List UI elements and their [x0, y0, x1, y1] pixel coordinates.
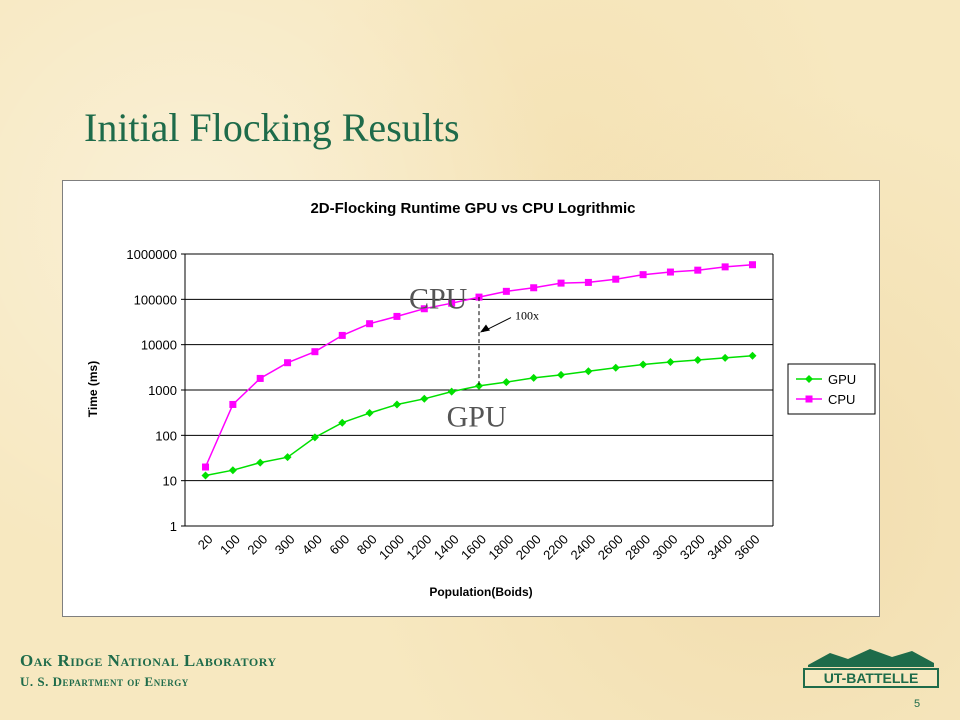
- legend-gpu-marker: [805, 375, 813, 383]
- y-tick-label: 100: [155, 428, 177, 443]
- chart-svg: 2D-Flocking Runtime GPU vs CPU Logrithmi…: [86, 200, 876, 599]
- cpu-point: [584, 278, 592, 286]
- x-tick-label: 300: [272, 532, 298, 558]
- x-tick-label: 2200: [540, 532, 571, 563]
- gpu-point: [338, 418, 347, 427]
- gpu-point: [557, 370, 566, 379]
- gpu-point: [201, 471, 210, 480]
- x-tick-label: 800: [354, 532, 380, 558]
- cpu-point: [393, 312, 401, 320]
- gpu-point: [283, 453, 292, 462]
- gpu-point: [310, 433, 319, 442]
- gpu-point: [475, 381, 483, 390]
- x-axis-label: Population(Boids): [429, 585, 532, 599]
- legend-cpu-label: CPU: [828, 392, 855, 407]
- cpu-point: [366, 320, 374, 328]
- x-tick-label: 200: [244, 532, 270, 558]
- cpu-point: [475, 293, 483, 301]
- legend-gpu-label: GPU: [828, 372, 856, 387]
- gpu-point: [256, 458, 265, 467]
- gpu-annotation: GPU: [447, 401, 507, 434]
- x-tick-label: 2600: [595, 532, 626, 563]
- cpu-point: [338, 331, 346, 339]
- gpu-point: [502, 378, 511, 387]
- x-tick-label: 2000: [513, 532, 544, 563]
- gpu-point: [611, 363, 620, 372]
- gpu-point: [666, 357, 675, 366]
- ut-battelle-logo: UT-BATTELLE: [803, 649, 939, 688]
- x-tick-label: 1400: [431, 532, 462, 563]
- y-tick-label: 1: [170, 519, 177, 534]
- y-tick-label: 10000: [141, 338, 177, 353]
- gpu-point: [365, 409, 374, 418]
- ratio-annotation: 100x: [515, 309, 539, 323]
- y-axis-label: Time (ms): [86, 361, 100, 417]
- y-tick-label: 10: [163, 474, 177, 489]
- chart-frame: 2D-Flocking Runtime GPU vs CPU Logrithmi…: [62, 180, 880, 617]
- logo-text: UT-BATTELLE: [824, 670, 919, 686]
- gpu-point: [447, 387, 456, 396]
- x-tick-label: 600: [326, 532, 352, 558]
- x-tick-label: 2800: [622, 532, 653, 563]
- gpu-point: [748, 351, 757, 360]
- cpu-point: [202, 463, 210, 471]
- x-tick-label: 1800: [485, 532, 516, 563]
- cpu-point: [639, 271, 647, 279]
- page-number: 5: [914, 698, 921, 710]
- y-tick-label: 1000: [148, 383, 177, 398]
- gpu-point: [228, 466, 237, 475]
- footer-lab-name: Oak Ridge National Laboratory U. S. Depa…: [20, 650, 277, 690]
- cpu-point: [748, 261, 756, 269]
- y-tick-label: 100000: [134, 292, 177, 307]
- x-tick-label: 1200: [403, 532, 434, 563]
- gpu-point: [639, 360, 648, 369]
- cpu-point: [612, 275, 620, 283]
- cpu-point: [284, 359, 292, 367]
- cpu-point: [229, 400, 237, 408]
- gpu-point: [392, 400, 401, 409]
- cpu-point: [666, 268, 674, 276]
- gpu-point: [529, 373, 538, 382]
- legend-cpu-marker: [805, 395, 813, 403]
- x-tick-label: 1600: [458, 532, 489, 563]
- slide-title: Initial Flocking Results: [84, 105, 460, 150]
- cpu-point: [694, 266, 702, 274]
- footer-line-2: U. S. Department of Energy: [20, 673, 189, 689]
- cpu-point: [256, 374, 264, 382]
- x-tick-label: 3400: [704, 532, 735, 563]
- x-tick-label: 3600: [732, 532, 763, 563]
- x-tick-label: 3000: [650, 532, 681, 563]
- gpu-point: [584, 367, 593, 376]
- cpu-point: [502, 287, 510, 295]
- y-tick-label: 1000000: [126, 247, 177, 262]
- x-tick-label: 2400: [567, 532, 598, 563]
- cpu-point: [448, 299, 456, 307]
- gpu-point: [721, 353, 730, 362]
- cpu-point: [530, 284, 538, 292]
- x-tick-label: 20: [195, 532, 216, 553]
- cpu-annotation: CPU: [409, 282, 468, 315]
- legend-box: [787, 363, 876, 415]
- ratio-arrowhead: [480, 324, 490, 333]
- cpu-point: [420, 305, 428, 313]
- gpu-point: [420, 394, 429, 403]
- x-tick-label: 100: [217, 532, 243, 558]
- cpu-point: [721, 263, 729, 271]
- chart-title: 2D-Flocking Runtime GPU vs CPU Logrithmi…: [310, 200, 635, 217]
- cpu-point: [311, 348, 319, 356]
- gpu-point: [693, 355, 702, 364]
- x-tick-label: 400: [299, 532, 325, 558]
- x-tick-label: 1000: [376, 532, 407, 563]
- footer-line-1: Oak Ridge National Laboratory: [20, 651, 277, 670]
- x-tick-label: 3200: [677, 532, 708, 563]
- cpu-point: [557, 279, 565, 287]
